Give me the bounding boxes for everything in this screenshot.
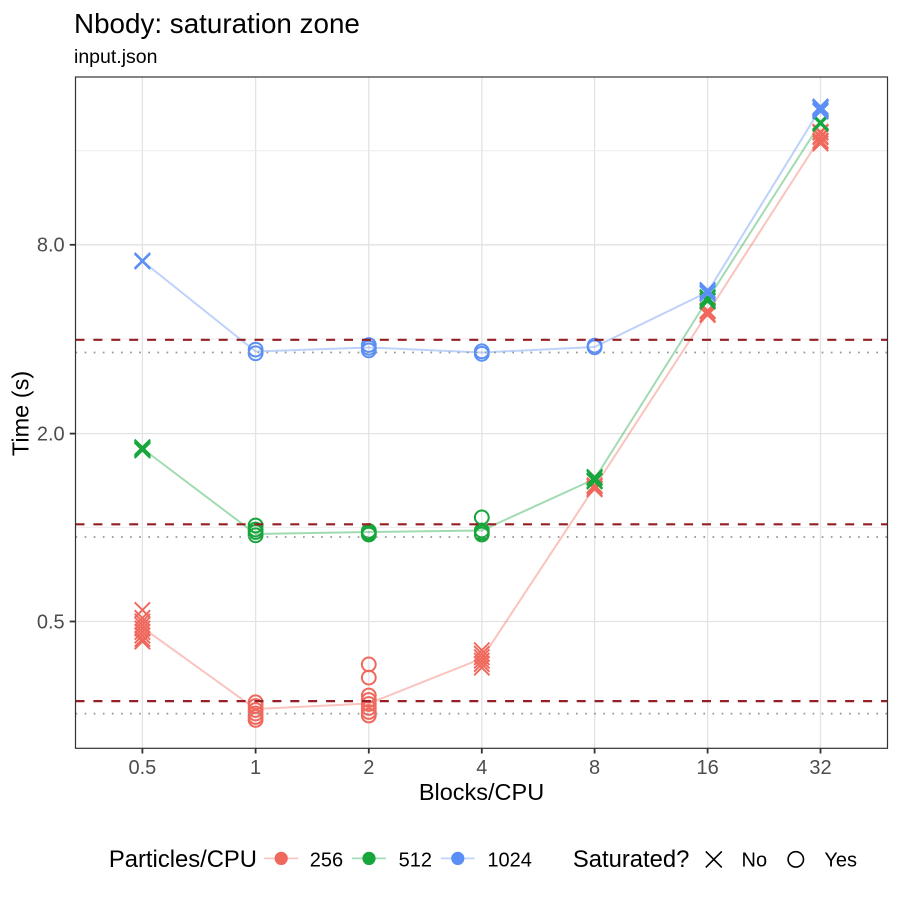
svg-text:8.0: 8.0 <box>37 235 65 257</box>
svg-text:Yes: Yes <box>824 849 857 871</box>
svg-text:0.5: 0.5 <box>37 611 65 633</box>
svg-text:32: 32 <box>809 757 831 779</box>
svg-text:512: 512 <box>399 849 432 871</box>
svg-text:8: 8 <box>589 757 600 779</box>
svg-text:4: 4 <box>476 757 487 779</box>
svg-text:16: 16 <box>696 757 718 779</box>
svg-text:Nbody: saturation zone: Nbody: saturation zone <box>74 8 360 39</box>
svg-text:Blocks/CPU: Blocks/CPU <box>419 779 544 805</box>
svg-text:1024: 1024 <box>487 849 532 871</box>
svg-text:0.5: 0.5 <box>128 757 156 779</box>
svg-text:No: No <box>742 849 768 871</box>
svg-text:2.0: 2.0 <box>37 424 65 446</box>
svg-text:Saturated?: Saturated? <box>573 846 689 873</box>
svg-text:Time (s): Time (s) <box>7 371 33 456</box>
svg-text:input.json: input.json <box>74 46 157 68</box>
svg-text:2: 2 <box>363 757 374 779</box>
svg-text:Particles/CPU: Particles/CPU <box>109 846 257 873</box>
svg-text:1: 1 <box>250 757 261 779</box>
svg-text:256: 256 <box>310 849 343 871</box>
